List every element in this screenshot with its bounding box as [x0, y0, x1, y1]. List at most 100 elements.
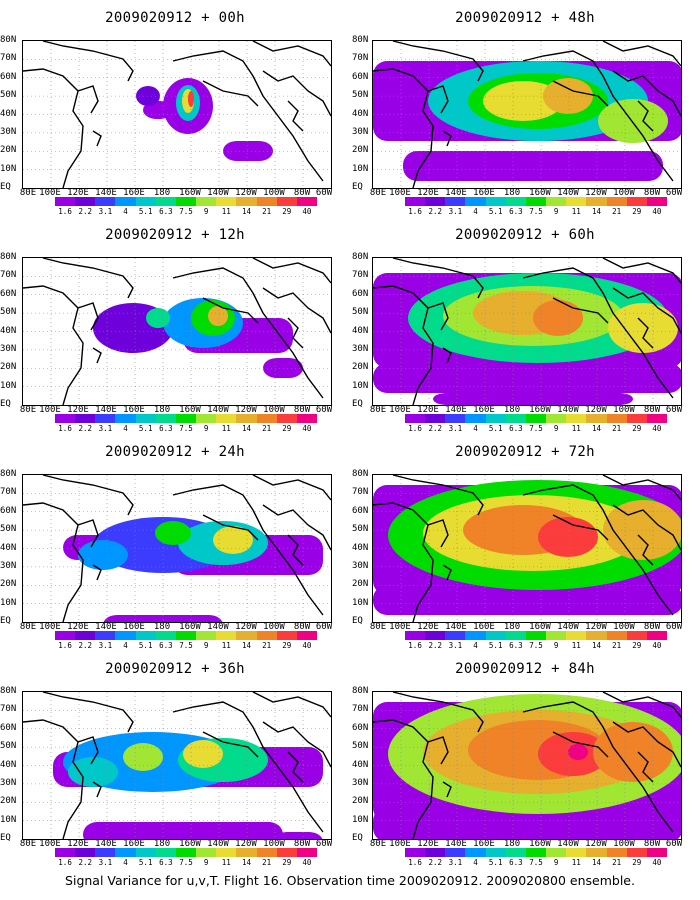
longitude-label: 160E: [123, 188, 145, 198]
colorbar-label: 1.6: [408, 641, 422, 650]
longitude-label: 120E: [67, 405, 89, 415]
longitude-label: 140W: [557, 839, 579, 849]
latitude-label: 40N: [352, 325, 369, 336]
colorbar-swatch: [505, 631, 526, 640]
latitude-label: 30N: [0, 343, 17, 354]
colorbar-label: 2.2: [78, 858, 92, 867]
longitude-label: 60W: [665, 622, 683, 632]
longitude-label: 80W: [643, 622, 661, 632]
figure-caption: Signal Variance for u,v,T. Flight 16. Ob…: [65, 873, 635, 888]
colorbar-label: 2.2: [78, 424, 92, 433]
coastline: [612, 721, 681, 768]
longitude-label: 100E: [389, 622, 411, 632]
colorbar-swatch: [75, 414, 96, 423]
coastline: [287, 100, 304, 132]
longitude-label: 160W: [179, 405, 201, 415]
variance-contour: [543, 78, 593, 114]
latitude-label: 40N: [0, 108, 17, 119]
latitude-label: 30N: [352, 126, 369, 137]
colorbar-label: 11: [571, 424, 581, 433]
coastline: [92, 781, 102, 798]
coastline: [522, 484, 674, 616]
colorbar-label: 40: [302, 858, 312, 867]
colorbar-label: 6.3: [159, 207, 173, 216]
colorbar-label: 5.1: [488, 424, 503, 433]
colorbar-label: 11: [221, 424, 231, 433]
low-variance-region: [373, 807, 681, 839]
variance-contour: [603, 500, 681, 560]
colorbar-label: 21: [612, 207, 622, 216]
coastline: [637, 534, 654, 566]
colorbar-swatch: [296, 848, 318, 857]
latitude-label: 20N: [352, 796, 369, 807]
colorbar-label: 6.3: [159, 424, 173, 433]
longitude-label: 80W: [643, 188, 661, 198]
variance-contour: [608, 303, 678, 353]
coastline: [612, 504, 681, 551]
colorbar-label: 7.5: [179, 207, 193, 216]
colorbar-label: 4: [473, 858, 478, 867]
longitude-label: 80E: [19, 622, 37, 632]
coastline: [42, 41, 134, 82]
colorbar-label: 14: [241, 641, 251, 650]
longitude-label: 100W: [613, 622, 635, 632]
variance-contour: [188, 91, 194, 107]
colorbar-label: 2.2: [428, 858, 442, 867]
colorbar-swatch: [95, 631, 116, 640]
coastline: [252, 692, 331, 718]
coastline: [172, 267, 324, 399]
latitude-label: 50N: [352, 741, 369, 752]
latitude-label: 40N: [0, 542, 17, 553]
latitude-label: 60N: [352, 505, 369, 516]
colorbar-swatch: [175, 848, 197, 857]
coastline: [522, 50, 674, 182]
colorbar-label: 9: [203, 641, 209, 650]
colorbar-swatch: [115, 848, 136, 857]
low-variance-region: [103, 615, 223, 622]
panel-title: 2009020912 + 00h: [105, 10, 245, 26]
longitude-label: 180: [153, 188, 171, 198]
panel-title: 2009020912 + 72h: [455, 444, 595, 460]
latitude-label: EQ: [352, 616, 363, 626]
coastline: [373, 285, 434, 405]
colorbar-swatch: [175, 631, 197, 640]
coastline: [262, 70, 331, 117]
colorbar-label: 29: [632, 424, 642, 433]
colorbar: [55, 631, 318, 640]
colorbar-swatch: [646, 848, 668, 857]
colorbar-label: 9: [553, 641, 559, 650]
colorbar-swatch: [445, 414, 466, 423]
longitude-label: 140W: [557, 622, 579, 632]
longitude-label: 140W: [207, 188, 229, 198]
colorbar-label: 21: [612, 858, 622, 867]
colorbar-label: 6.3: [509, 424, 523, 433]
colorbar-swatch: [196, 848, 217, 857]
latitude-label: 70N: [352, 270, 369, 281]
longitude-label: 180: [503, 188, 521, 198]
colorbar-swatch: [196, 414, 217, 423]
coastline: [172, 484, 324, 616]
colorbar-swatch: [115, 631, 136, 640]
latitude-label: 10N: [352, 163, 369, 174]
coastline: [92, 564, 102, 581]
latitude-label: 70N: [0, 53, 17, 64]
colorbar-label: 6.3: [159, 858, 173, 867]
colorbar-swatch: [115, 414, 136, 423]
colorbar-label: 7.5: [179, 858, 193, 867]
panel-title: 2009020912 + 60h: [455, 227, 595, 243]
colorbar-label: 4: [123, 207, 128, 216]
longitude-label: 180: [153, 405, 171, 415]
longitude-label: 100W: [263, 622, 285, 632]
colorbar-swatch: [216, 197, 237, 206]
colorbar-swatch: [425, 848, 446, 857]
map-canvas: [373, 475, 681, 622]
colorbar-label: 5.1: [488, 858, 503, 867]
coastline: [552, 297, 609, 324]
colorbar-label: 2.2: [78, 207, 92, 216]
longitude-label: 180: [153, 622, 171, 632]
colorbar-swatch: [505, 414, 526, 423]
colorbar: [405, 197, 668, 206]
longitude-label: 100E: [389, 839, 411, 849]
colorbar-swatch: [95, 197, 116, 206]
longitude-label: 120E: [417, 622, 439, 632]
